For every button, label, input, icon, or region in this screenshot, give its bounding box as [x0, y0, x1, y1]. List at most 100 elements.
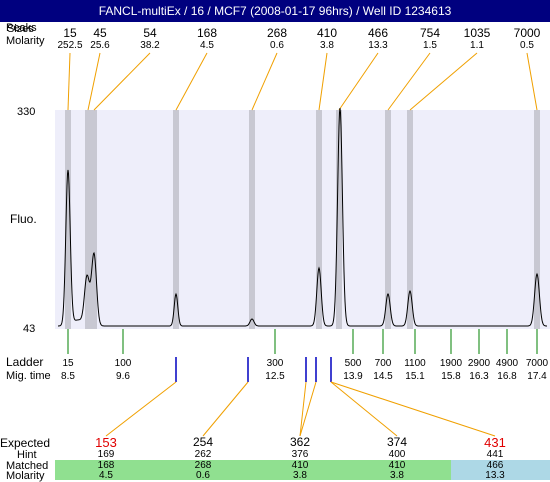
ladder-time: 15.1 — [405, 371, 425, 382]
ladder-size: 15 — [62, 358, 74, 369]
peak-size: 1035 — [463, 26, 491, 40]
expected-value: 153 — [95, 435, 117, 450]
hint-label: Hint — [17, 449, 37, 461]
trace-line — [58, 107, 547, 327]
ladder-time: 8.5 — [61, 371, 75, 382]
molarity-value: 3.8 — [390, 470, 404, 481]
peak-size: 54 — [143, 26, 157, 40]
ladder-time: 9.6 — [116, 371, 130, 382]
molarity-value: 3.8 — [293, 470, 307, 481]
peak-size: 7000 — [513, 26, 541, 40]
expected-value: 254 — [192, 435, 214, 449]
molarity-header-label: Molarity — [6, 35, 45, 47]
peak-size: 45 — [93, 26, 107, 40]
ladder-size: 4900 — [495, 358, 519, 369]
ladder-time: 15.8 — [441, 371, 461, 382]
peak-size: 466 — [367, 26, 389, 40]
peak-leader-line — [387, 52, 431, 111]
y-min-label: 43 — [23, 323, 36, 335]
hint-value: 400 — [388, 449, 406, 460]
peak-band — [173, 110, 179, 329]
ladder-time: 12.5 — [265, 371, 285, 382]
hint-value: 441 — [486, 449, 504, 460]
peak-band — [336, 110, 342, 329]
peak-molarity: 3.8 — [320, 40, 334, 51]
ladder-time: 16.3 — [469, 371, 489, 382]
molarity-value: 4.5 — [99, 470, 113, 481]
peak-size: 168 — [196, 26, 218, 40]
matched-band-off — [451, 460, 550, 480]
sizes-label: Sizes — [7, 23, 34, 35]
peak-molarity: 4.5 — [200, 40, 214, 51]
ladder-size: 700 — [374, 358, 392, 369]
matched-value: 268 — [194, 460, 212, 471]
y-axis-label: Fluo. — [10, 212, 37, 226]
peak-leader-line — [338, 52, 379, 111]
peak-size: 268 — [266, 26, 288, 40]
peak-leader-line — [526, 52, 538, 111]
peak-leader-line — [409, 52, 478, 111]
peak-molarity: 0.6 — [270, 40, 284, 51]
expected-value: 374 — [386, 435, 408, 449]
ladder-size: 1100 — [404, 358, 426, 369]
ladder-time: 17.4 — [527, 371, 547, 382]
expected-value: 431 — [484, 435, 506, 450]
ladder-size: 1900 — [439, 358, 463, 369]
matched-value: 410 — [291, 460, 309, 471]
ladder-time: 13.9 — [343, 371, 363, 382]
ladder-size: 7000 — [525, 358, 549, 369]
matched-label: Matched — [6, 460, 49, 472]
ladder-size: 500 — [344, 358, 362, 369]
ladder-size: 300 — [266, 358, 284, 369]
mig-time-label: Mig. time — [6, 370, 51, 382]
peak-band — [407, 110, 413, 329]
hint-value: 376 — [291, 449, 309, 460]
expected-leader-line — [105, 381, 177, 437]
plot-area — [55, 110, 550, 329]
expected-leader-line — [330, 381, 398, 437]
ladder-size: 100 — [114, 358, 132, 369]
peak-leader-line — [175, 52, 208, 111]
window-title: FANCL-multiEx / 16 / MCF7 (2008-01-17 96… — [0, 0, 550, 22]
peak-size: 754 — [419, 26, 441, 40]
peak-band — [85, 110, 91, 329]
peak-molarity: 25.6 — [90, 40, 110, 51]
peak-band — [249, 110, 255, 329]
ladder-size: 2900 — [467, 358, 491, 369]
peak-band — [91, 110, 97, 329]
peak-band — [385, 110, 391, 329]
peak-molarity: 38.2 — [140, 40, 160, 51]
peak-size: 15 — [63, 26, 77, 40]
peak-leader-line — [93, 52, 151, 111]
ladder-time: 14.5 — [373, 371, 393, 382]
expected-leader-line — [330, 381, 496, 437]
peak-leader-line — [87, 52, 101, 111]
matched-value: 168 — [97, 460, 115, 471]
ladder-label: Ladder — [6, 355, 44, 369]
peak-molarity: 252.5 — [57, 40, 83, 51]
ladder-time: 16.8 — [497, 371, 517, 382]
expected-label: Expected — [0, 436, 51, 450]
peak-molarity: 1.1 — [470, 40, 484, 51]
hint-value: 262 — [194, 449, 212, 460]
peak-molarity: 1.5 — [423, 40, 437, 51]
molarity-label: Molarity — [6, 470, 45, 482]
matched-band-ok — [55, 460, 451, 480]
molarity-value: 0.6 — [196, 470, 210, 481]
peak-leader-line — [251, 52, 278, 111]
peak-molarity: 13.3 — [368, 40, 388, 51]
peak-size: 410 — [316, 26, 338, 40]
molarity-value: 13.3 — [485, 470, 505, 481]
matched-value: 410 — [388, 460, 406, 471]
peak-band — [534, 110, 540, 329]
expected-value: 362 — [289, 435, 311, 449]
expected-leader-line — [299, 381, 307, 437]
peak-band — [316, 110, 322, 329]
expected-leader-line — [202, 381, 249, 437]
hint-value: 169 — [97, 449, 115, 460]
peak-leader-line — [67, 52, 71, 111]
expected-leader-line — [299, 381, 317, 437]
peaks-label: Peaks — [6, 22, 37, 34]
peak-molarity: 0.5 — [520, 40, 534, 51]
